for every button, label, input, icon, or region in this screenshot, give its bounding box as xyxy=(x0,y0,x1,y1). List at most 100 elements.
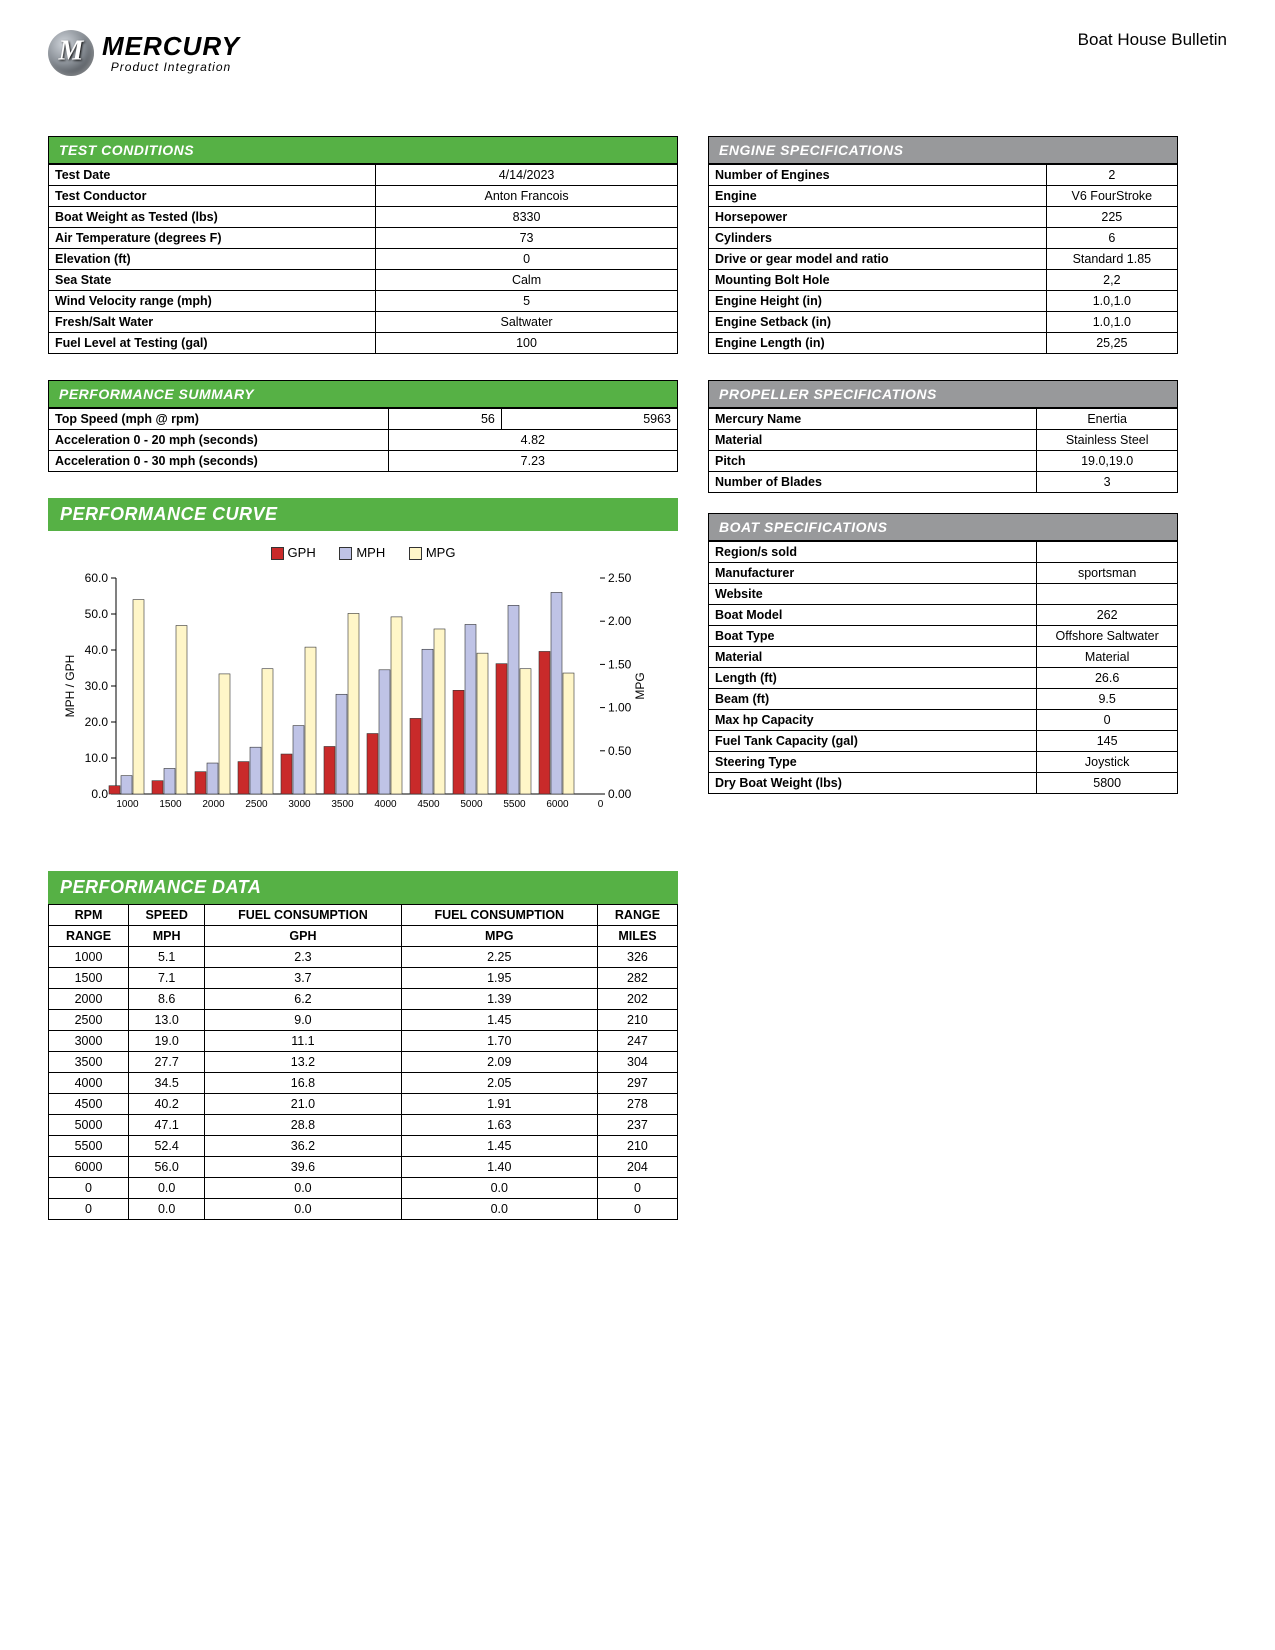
row-label: Air Temperature (degrees F) xyxy=(49,228,376,249)
row-value: 5 xyxy=(376,291,678,312)
row-value: 145 xyxy=(1037,731,1178,752)
svg-text:4000: 4000 xyxy=(374,799,397,810)
table-row: Mercury NameEnertia xyxy=(709,409,1178,430)
row-value: 9.5 xyxy=(1037,689,1178,710)
table-row: 00.00.00.00 xyxy=(49,1199,678,1220)
table-row: Manufacturersportsman xyxy=(709,563,1178,584)
row-label: Length (ft) xyxy=(709,668,1037,689)
legend-mph: MPH xyxy=(356,545,385,560)
table-row: Boat Weight as Tested (lbs)8330 xyxy=(49,207,678,228)
row-value: Material xyxy=(1037,647,1178,668)
row-label: Number of Blades xyxy=(709,472,1037,493)
table-row: 500047.128.81.63237 xyxy=(49,1115,678,1136)
table-row: 550052.436.21.45210 xyxy=(49,1136,678,1157)
perf-curve-chart: GPH MPH MPG 0.010.020.030.040.050.060.00… xyxy=(48,531,678,837)
svg-text:MPH / GPH: MPH / GPH xyxy=(63,655,77,718)
table-row: Acceleration 0 - 30 mph (seconds)7.23 xyxy=(49,451,678,472)
table-row: 10005.12.32.25326 xyxy=(49,947,678,968)
svg-text:0.50: 0.50 xyxy=(608,744,632,758)
svg-text:50.0: 50.0 xyxy=(85,607,109,621)
svg-text:20.0: 20.0 xyxy=(85,715,109,729)
perf-data-header: PERFORMANCE DATA xyxy=(48,871,678,904)
row-value: 73 xyxy=(376,228,678,249)
table-row: Engine Length (in)25,25 xyxy=(709,333,1178,354)
row-label: Elevation (ft) xyxy=(49,249,376,270)
row-value: Saltwater xyxy=(376,312,678,333)
table-row: Cylinders6 xyxy=(709,228,1178,249)
logo-name: MERCURY xyxy=(102,33,240,59)
engine-spec-header: ENGINE SPECIFICATIONS xyxy=(708,136,1178,164)
row-label: Test Conductor xyxy=(49,186,376,207)
table-row: Length (ft)26.6 xyxy=(709,668,1178,689)
row-label: Region/s sold xyxy=(709,542,1037,563)
table-row: Mounting Bolt Hole2,2 xyxy=(709,270,1178,291)
table-row: 400034.516.82.05297 xyxy=(49,1073,678,1094)
boat-spec-table: Region/s soldManufacturersportsmanWebsit… xyxy=(708,541,1178,794)
row-value: V6 FourStroke xyxy=(1046,186,1177,207)
svg-text:3000: 3000 xyxy=(288,799,311,810)
table-row: Steering TypeJoystick xyxy=(709,752,1178,773)
row-value: 262 xyxy=(1037,605,1178,626)
table-row: 250013.09.01.45210 xyxy=(49,1010,678,1031)
svg-text:5500: 5500 xyxy=(503,799,526,810)
svg-text:2000: 2000 xyxy=(202,799,225,810)
doc-title: Boat House Bulletin xyxy=(1078,30,1227,50)
row-label: Dry Boat Weight (lbs) xyxy=(709,773,1037,794)
logo-subtitle: Product Integration xyxy=(111,61,231,73)
svg-text:1.00: 1.00 xyxy=(608,701,632,715)
svg-text:5000: 5000 xyxy=(460,799,483,810)
row-value: 225 xyxy=(1046,207,1177,228)
svg-text:1.50: 1.50 xyxy=(608,657,632,671)
row-value: Joystick xyxy=(1037,752,1178,773)
svg-text:60.0: 60.0 xyxy=(85,571,109,585)
table-row: Test Date4/14/2023 xyxy=(49,165,678,186)
svg-text:0: 0 xyxy=(598,799,604,810)
perf-summary-header: PERFORMANCE SUMMARY xyxy=(48,380,678,408)
row-value: 6 xyxy=(1046,228,1177,249)
row-value: 8330 xyxy=(376,207,678,228)
svg-text:4500: 4500 xyxy=(417,799,440,810)
table-row: Test ConductorAnton Francois xyxy=(49,186,678,207)
perf-data-table: RPMSPEEDFUEL CONSUMPTIONFUEL CONSUMPTION… xyxy=(48,904,678,1220)
row-label: Wind Velocity range (mph) xyxy=(49,291,376,312)
prop-spec-table: Mercury NameEnertiaMaterialStainless Ste… xyxy=(708,408,1178,493)
row-value: 100 xyxy=(376,333,678,354)
row-value: 5800 xyxy=(1037,773,1178,794)
perf-summary-table: Top Speed (mph @ rpm)565963Acceleration … xyxy=(48,408,678,472)
svg-text:MPG: MPG xyxy=(633,672,647,699)
table-row: Engine Setback (in)1.0,1.0 xyxy=(709,312,1178,333)
row-label: Cylinders xyxy=(709,228,1047,249)
row-label: Number of Engines xyxy=(709,165,1047,186)
legend-mpg: MPG xyxy=(426,545,456,560)
row-value: 1.0,1.0 xyxy=(1046,291,1177,312)
table-row: 20008.66.21.39202 xyxy=(49,989,678,1010)
table-row: 350027.713.22.09304 xyxy=(49,1052,678,1073)
svg-text:2.50: 2.50 xyxy=(608,571,632,585)
table-row: Drive or gear model and ratioStandard 1.… xyxy=(709,249,1178,270)
prop-spec-header: PROPELLER SPECIFICATIONS xyxy=(708,380,1178,408)
row-label: Pitch xyxy=(709,451,1037,472)
legend-gph: GPH xyxy=(288,545,316,560)
table-row: 00.00.00.00 xyxy=(49,1178,678,1199)
row-value: 2 xyxy=(1046,165,1177,186)
table-row: MaterialMaterial xyxy=(709,647,1178,668)
row-value: sportsman xyxy=(1037,563,1178,584)
test-conditions-header: TEST CONDITIONS xyxy=(48,136,678,164)
row-label: Horsepower xyxy=(709,207,1047,228)
row-label: Fuel Level at Testing (gal) xyxy=(49,333,376,354)
table-row: Fuel Tank Capacity (gal)145 xyxy=(709,731,1178,752)
svg-text:0.00: 0.00 xyxy=(608,787,632,801)
row-value xyxy=(1037,542,1178,563)
row-label: Boat Weight as Tested (lbs) xyxy=(49,207,376,228)
row-value: 1.0,1.0 xyxy=(1046,312,1177,333)
row-label: Engine Length (in) xyxy=(709,333,1047,354)
boat-spec-header: BOAT SPECIFICATIONS xyxy=(708,513,1178,541)
svg-text:2.00: 2.00 xyxy=(608,614,632,628)
table-row: Region/s sold xyxy=(709,542,1178,563)
page-header: MERCURY Product Integration Boat House B… xyxy=(48,30,1227,76)
svg-text:30.0: 30.0 xyxy=(85,679,109,693)
table-row: MaterialStainless Steel xyxy=(709,430,1178,451)
row-value: Calm xyxy=(376,270,678,291)
table-row: Air Temperature (degrees F)73 xyxy=(49,228,678,249)
row-label: Website xyxy=(709,584,1037,605)
